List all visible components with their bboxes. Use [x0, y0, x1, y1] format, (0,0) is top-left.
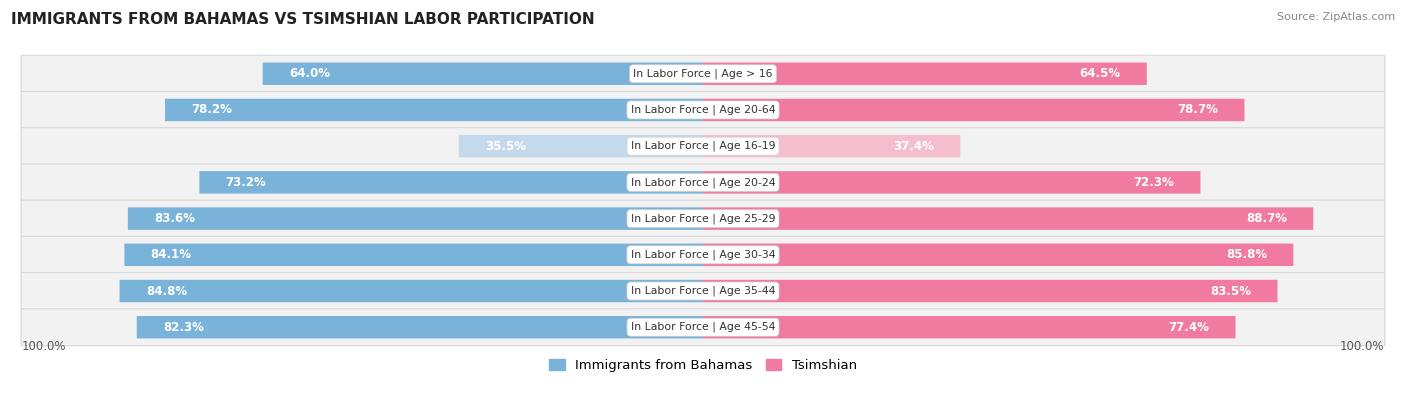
FancyBboxPatch shape	[703, 99, 1244, 121]
Text: 64.5%: 64.5%	[1080, 67, 1121, 80]
Text: 78.2%: 78.2%	[191, 103, 232, 117]
Text: In Labor Force | Age 35-44: In Labor Force | Age 35-44	[631, 286, 775, 296]
FancyBboxPatch shape	[703, 62, 1147, 85]
Legend: Immigrants from Bahamas, Tsimshian: Immigrants from Bahamas, Tsimshian	[548, 359, 858, 372]
Text: 64.0%: 64.0%	[288, 67, 330, 80]
Text: In Labor Force | Age 45-54: In Labor Force | Age 45-54	[631, 322, 775, 333]
FancyBboxPatch shape	[458, 135, 703, 157]
Text: 85.8%: 85.8%	[1226, 248, 1267, 261]
Text: In Labor Force | Age 16-19: In Labor Force | Age 16-19	[631, 141, 775, 151]
Text: 84.8%: 84.8%	[146, 284, 187, 297]
FancyBboxPatch shape	[703, 244, 1294, 266]
FancyBboxPatch shape	[21, 200, 1385, 237]
Text: 77.4%: 77.4%	[1168, 321, 1209, 334]
FancyBboxPatch shape	[124, 244, 703, 266]
Text: 72.3%: 72.3%	[1133, 176, 1174, 189]
Text: 37.4%: 37.4%	[893, 140, 934, 153]
FancyBboxPatch shape	[703, 316, 1236, 339]
Text: IMMIGRANTS FROM BAHAMAS VS TSIMSHIAN LABOR PARTICIPATION: IMMIGRANTS FROM BAHAMAS VS TSIMSHIAN LAB…	[11, 12, 595, 27]
FancyBboxPatch shape	[263, 62, 703, 85]
FancyBboxPatch shape	[703, 135, 960, 157]
FancyBboxPatch shape	[703, 171, 1201, 194]
Text: 73.2%: 73.2%	[225, 176, 266, 189]
Text: 100.0%: 100.0%	[21, 340, 66, 353]
Text: 78.7%: 78.7%	[1177, 103, 1218, 117]
Text: 100.0%: 100.0%	[1340, 340, 1385, 353]
FancyBboxPatch shape	[200, 171, 703, 194]
FancyBboxPatch shape	[128, 207, 703, 230]
Text: 84.1%: 84.1%	[150, 248, 191, 261]
FancyBboxPatch shape	[136, 316, 703, 339]
FancyBboxPatch shape	[120, 280, 703, 302]
FancyBboxPatch shape	[21, 273, 1385, 309]
FancyBboxPatch shape	[21, 128, 1385, 165]
FancyBboxPatch shape	[703, 207, 1313, 230]
FancyBboxPatch shape	[21, 164, 1385, 201]
FancyBboxPatch shape	[165, 99, 703, 121]
FancyBboxPatch shape	[21, 92, 1385, 128]
Text: In Labor Force | Age 25-29: In Labor Force | Age 25-29	[631, 213, 775, 224]
Text: In Labor Force | Age > 16: In Labor Force | Age > 16	[633, 68, 773, 79]
Text: 83.5%: 83.5%	[1211, 284, 1251, 297]
Text: In Labor Force | Age 30-34: In Labor Force | Age 30-34	[631, 250, 775, 260]
Text: Source: ZipAtlas.com: Source: ZipAtlas.com	[1277, 12, 1395, 22]
FancyBboxPatch shape	[21, 55, 1385, 92]
Text: 82.3%: 82.3%	[163, 321, 204, 334]
FancyBboxPatch shape	[703, 280, 1278, 302]
Text: In Labor Force | Age 20-24: In Labor Force | Age 20-24	[631, 177, 775, 188]
Text: 88.7%: 88.7%	[1246, 212, 1286, 225]
FancyBboxPatch shape	[21, 309, 1385, 346]
FancyBboxPatch shape	[21, 236, 1385, 273]
Text: 83.6%: 83.6%	[155, 212, 195, 225]
Text: 35.5%: 35.5%	[485, 140, 526, 153]
Text: In Labor Force | Age 20-64: In Labor Force | Age 20-64	[631, 105, 775, 115]
